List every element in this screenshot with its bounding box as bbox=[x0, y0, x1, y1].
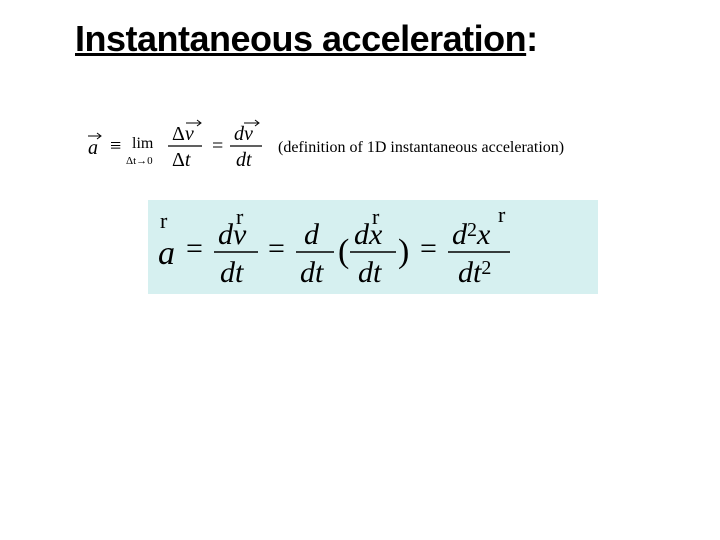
eq1-lim-sub: Δt→0 bbox=[126, 155, 153, 167]
eq2-eq3: = bbox=[420, 232, 437, 265]
equation-1-svg: a ≡ lim Δt→0 Δv Δt = dv bbox=[88, 118, 628, 172]
equation-1: a ≡ lim Δt→0 Δv Δt = dv bbox=[88, 118, 628, 172]
eq1-frac1: Δv Δt bbox=[168, 120, 202, 171]
eq1-equiv: ≡ bbox=[110, 135, 121, 157]
eq1-note: (definition of 1D instantaneous accelera… bbox=[278, 139, 564, 156]
eq2-frac4: r d2x dt2 bbox=[448, 206, 510, 289]
title-suffix: : bbox=[526, 18, 538, 59]
eq2-frac2: d dt bbox=[296, 218, 334, 289]
eq2-dt2: dt bbox=[300, 256, 324, 289]
eq2-eq2: = bbox=[268, 232, 285, 265]
eq1-lim: lim bbox=[132, 135, 154, 152]
eq2-r4: r bbox=[498, 206, 506, 227]
eq2-rparen: ) bbox=[398, 233, 409, 270]
eq2-d: d bbox=[304, 218, 320, 251]
eq2-frac3: r dx dt bbox=[350, 206, 396, 289]
eq1-frac1-den: Δt bbox=[172, 149, 191, 171]
equation-2-box: r a = r dv dt = d dt ( r dx bbox=[148, 200, 598, 294]
eq2-dx: dx bbox=[354, 218, 383, 251]
equation-2-svg: r a = r dv dt = d dt ( r dx bbox=[158, 206, 588, 290]
eq1-frac2: dv dt bbox=[230, 120, 262, 171]
eq1-frac2-num: dv bbox=[234, 123, 253, 145]
page-title: Instantaneous acceleration: bbox=[75, 18, 538, 60]
eq2-d2x: d2x bbox=[452, 218, 491, 251]
eq1-frac1-num: Δv bbox=[172, 123, 194, 145]
eq1-a: a bbox=[88, 137, 98, 159]
eq2-r1: r bbox=[160, 208, 168, 233]
eq1-equals: = bbox=[212, 135, 223, 157]
eq2-dt4: dt2 bbox=[458, 256, 491, 289]
eq1-frac2-den: dt bbox=[236, 149, 252, 171]
eq2-dv: dv bbox=[218, 218, 247, 251]
eq2-a: a bbox=[158, 235, 175, 272]
eq2-lparen: ( bbox=[338, 233, 349, 270]
eq2-dt3: dt bbox=[358, 256, 382, 289]
title-text: Instantaneous acceleration bbox=[75, 18, 526, 59]
eq2-frac1: r dv dt bbox=[214, 206, 258, 289]
eq2-eq1: = bbox=[186, 232, 203, 265]
eq2-dt1: dt bbox=[220, 256, 244, 289]
